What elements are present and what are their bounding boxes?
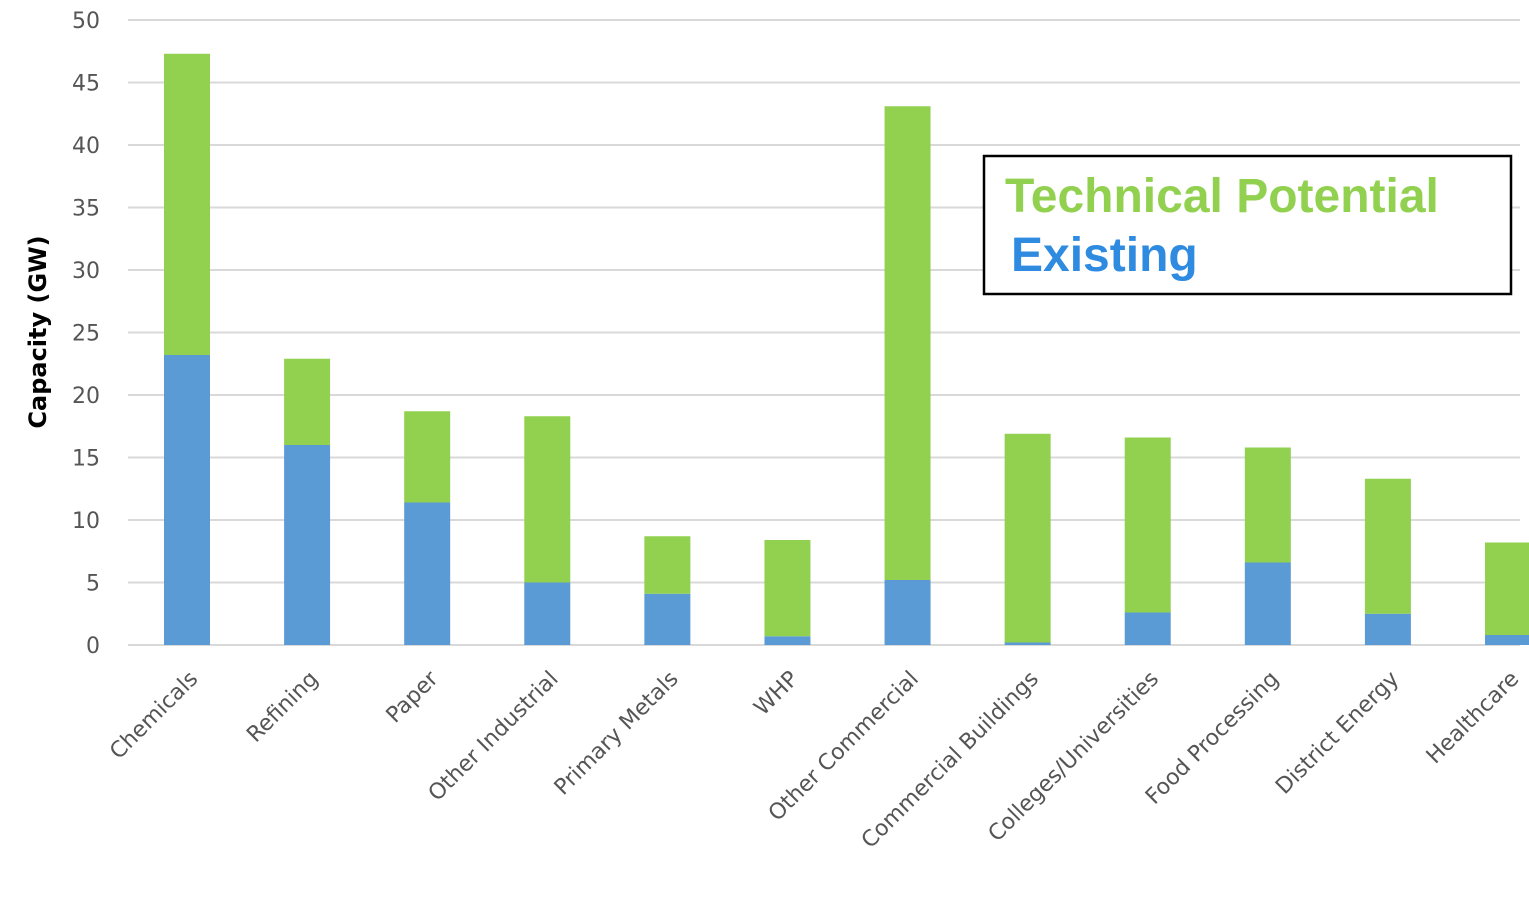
y-tick-label: 15 bbox=[72, 447, 100, 472]
bar-existing-0 bbox=[164, 355, 210, 645]
x-tick-label: WHP bbox=[750, 667, 804, 721]
x-tick-label: Chemicals bbox=[105, 667, 203, 765]
y-tick-label: 30 bbox=[72, 259, 100, 284]
y-tick-label: 45 bbox=[72, 72, 100, 97]
bar-technical-potential-10 bbox=[1364, 478, 1411, 614]
legend: Technical Potential Existing bbox=[982, 154, 1513, 296]
legend-item-technical-potential: Technical Potential bbox=[1005, 170, 1439, 223]
y-tick-label: 20 bbox=[72, 384, 100, 409]
bar-existing-6 bbox=[884, 580, 931, 645]
bar-existing-1 bbox=[284, 445, 331, 645]
bar-technical-potential-2 bbox=[404, 411, 451, 503]
legend-item-existing: Existing bbox=[1011, 229, 1198, 282]
y-tick-label: 25 bbox=[72, 322, 100, 347]
legend-box bbox=[982, 154, 1513, 296]
bar-existing-8 bbox=[1124, 612, 1171, 645]
bar-existing-7 bbox=[1004, 642, 1051, 645]
bar-technical-potential-8 bbox=[1124, 437, 1171, 613]
y-tick-label: 0 bbox=[86, 634, 100, 659]
x-tick-label: Healthcare bbox=[1422, 667, 1524, 769]
bars bbox=[164, 53, 1529, 645]
bar-existing-11 bbox=[1485, 635, 1529, 645]
bar-existing-3 bbox=[524, 582, 571, 645]
bar-existing-9 bbox=[1244, 562, 1291, 645]
y-tick-label: 10 bbox=[72, 509, 100, 534]
bar-technical-potential-0 bbox=[164, 53, 210, 355]
bar-technical-potential-9 bbox=[1244, 447, 1291, 563]
y-axis-label: Capacity (GW) bbox=[24, 235, 52, 428]
bar-existing-2 bbox=[404, 502, 451, 645]
y-tick-label: 40 bbox=[72, 134, 100, 159]
bar-technical-potential-11 bbox=[1485, 542, 1529, 635]
bar-technical-potential-4 bbox=[644, 536, 691, 594]
y-axis-ticks: 0 5 10 15 20 25 30 35 40 45 50 bbox=[72, 9, 100, 659]
y-tick-label: 50 bbox=[72, 9, 100, 34]
bar-existing-4 bbox=[644, 593, 691, 645]
bar-technical-potential-7 bbox=[1004, 433, 1051, 643]
x-tick-label: Primary Metals bbox=[550, 667, 684, 801]
bar-existing-5 bbox=[764, 636, 811, 645]
bar-technical-potential-3 bbox=[524, 416, 571, 583]
x-tick-label: Food Processing bbox=[1141, 667, 1284, 810]
x-tick-label: Refining bbox=[242, 667, 323, 748]
bar-existing-10 bbox=[1364, 613, 1411, 645]
x-tick-label: Other Industrial bbox=[424, 667, 564, 807]
x-tick-label: Paper bbox=[382, 666, 444, 728]
y-tick-label: 5 bbox=[86, 572, 100, 597]
bar-technical-potential-5 bbox=[764, 540, 811, 637]
y-tick-label: 35 bbox=[72, 197, 100, 222]
bar-technical-potential-6 bbox=[884, 106, 931, 580]
bar-technical-potential-1 bbox=[284, 358, 331, 445]
gridlines bbox=[128, 19, 1520, 646]
x-tick-label: District Energy bbox=[1271, 667, 1404, 800]
